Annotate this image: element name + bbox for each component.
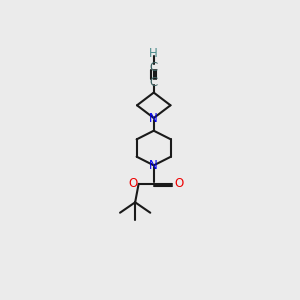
Text: C: C [150, 76, 158, 89]
Text: O: O [175, 177, 184, 190]
Text: O: O [128, 177, 137, 190]
Text: H: H [149, 47, 158, 60]
Text: N: N [149, 112, 158, 124]
Text: N: N [149, 159, 158, 172]
Text: C: C [150, 61, 158, 74]
